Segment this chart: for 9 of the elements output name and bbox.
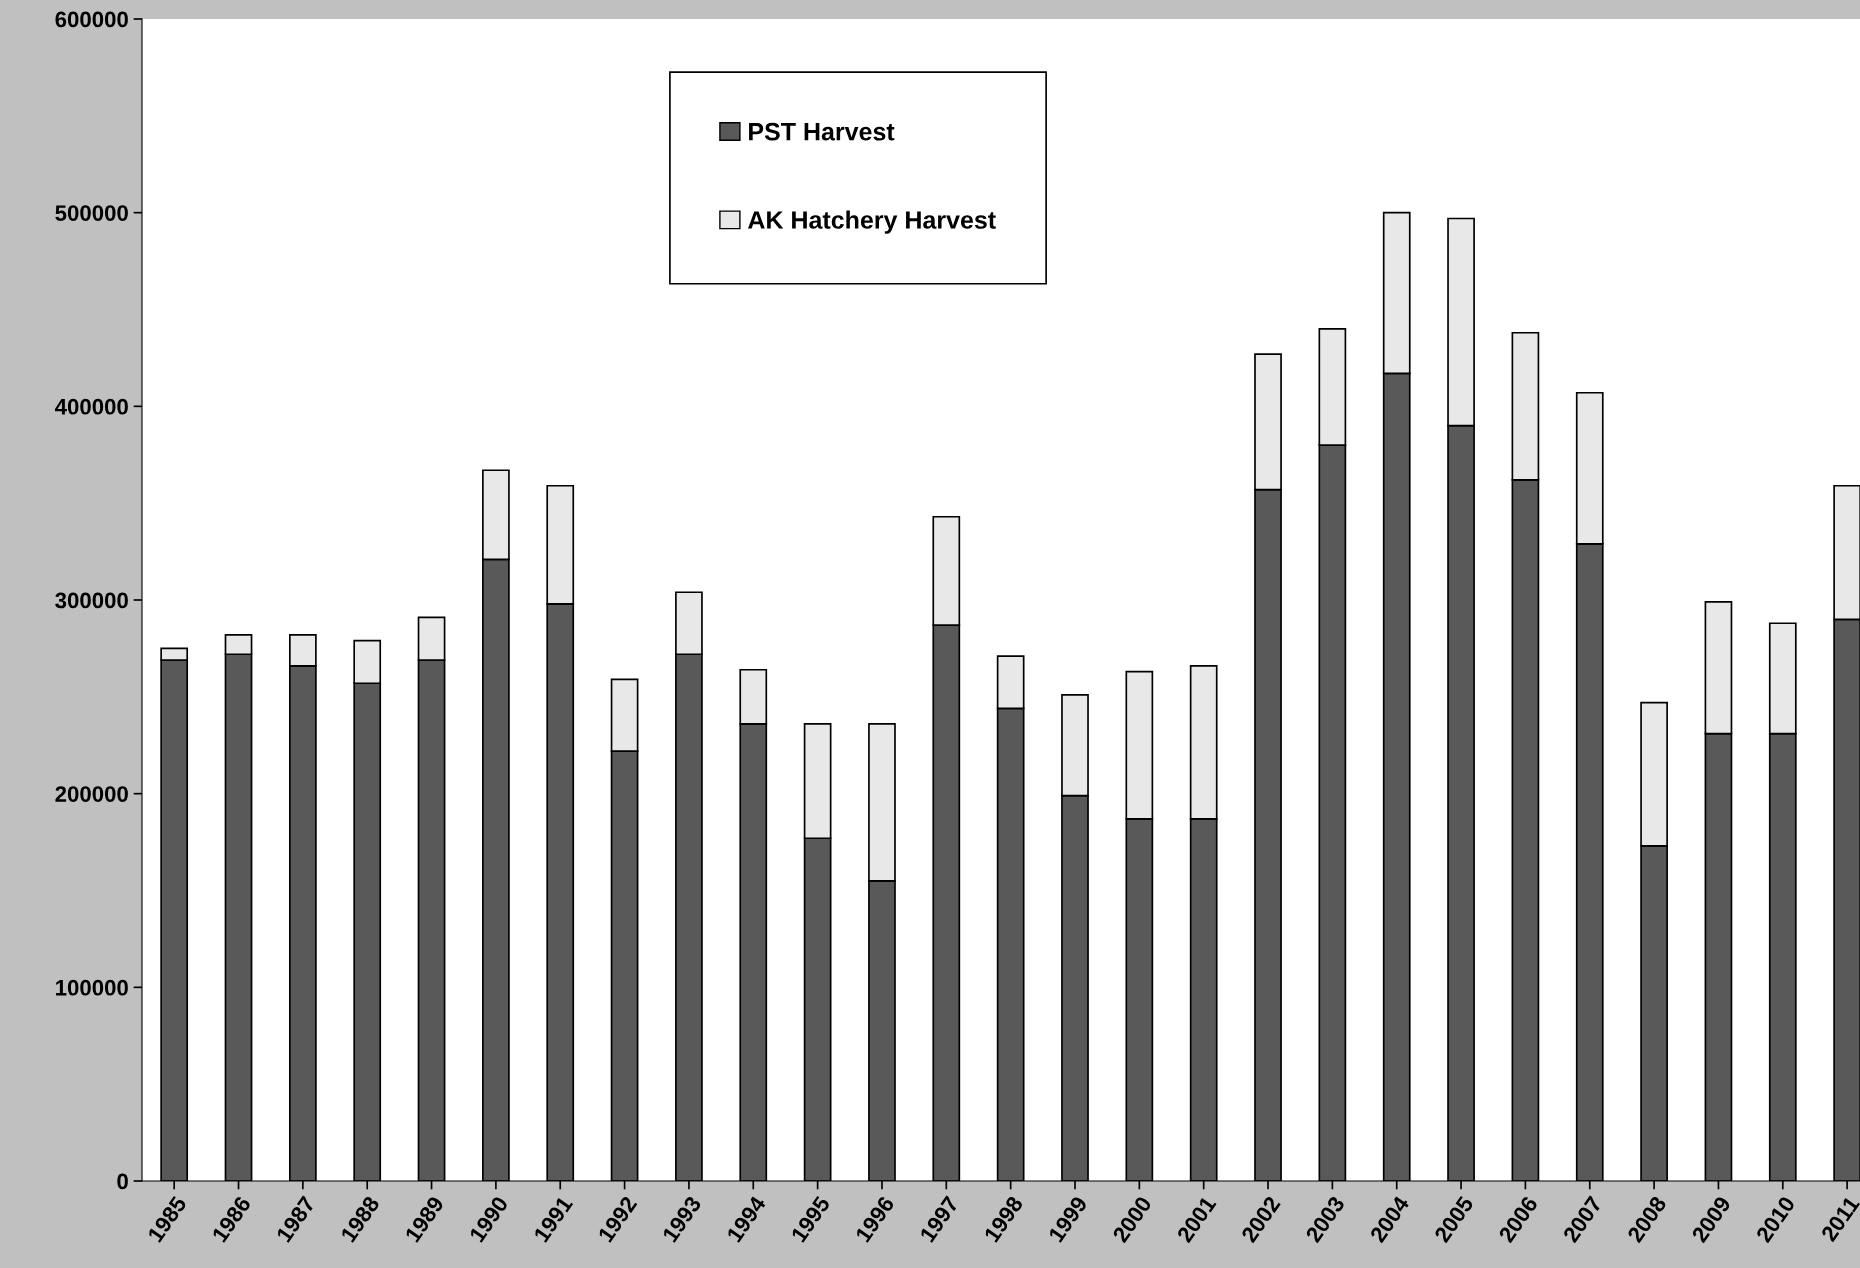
y-tick-label: 600000 [55,11,128,28]
legend-label: AK Hatchery Harvest [748,210,996,234]
y-tick-label: 200000 [55,786,128,802]
y-tick-label: 0 [117,1173,128,1190]
legend-label: PST Harvest [749,122,895,141]
y-tick-label: 500000 [55,205,128,221]
y-tick-label: 400000 [55,398,128,415]
y-tick-label: 300000 [55,592,128,609]
y-tick-label: 100000 [56,979,128,996]
